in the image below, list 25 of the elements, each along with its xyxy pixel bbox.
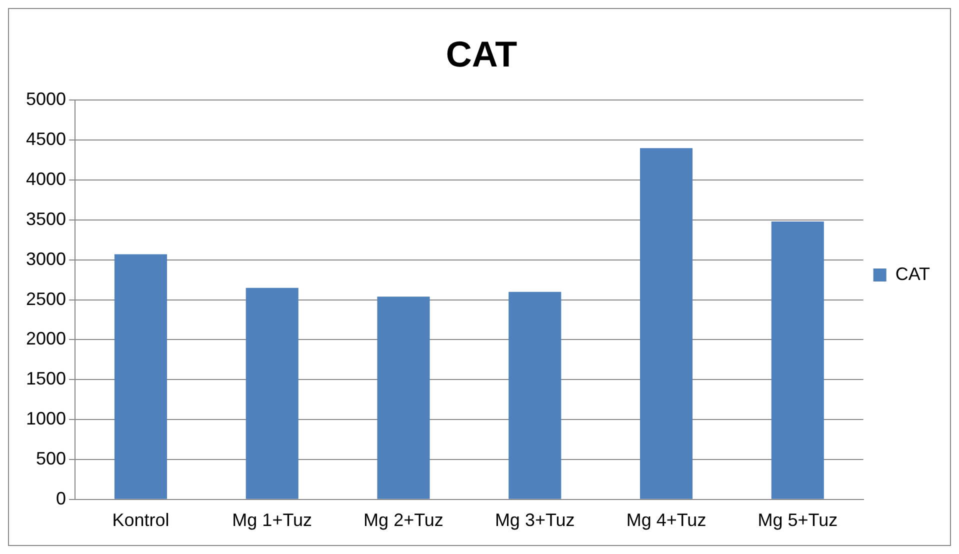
x-tick-label: Mg 4+Tuz <box>626 510 706 530</box>
y-tick-label: 1000 <box>26 408 66 429</box>
x-tick-label: Kontrol <box>112 510 170 530</box>
y-tick-label: 5000 <box>26 89 66 110</box>
y-tick-label: 1500 <box>26 368 66 389</box>
x-tick-label: Mg 5+Tuz <box>758 510 838 530</box>
bar <box>246 288 298 499</box>
bar <box>114 254 168 499</box>
x-tick-label: Mg 1+Tuz <box>232 510 312 530</box>
bar <box>377 296 430 499</box>
chart-title: CAT <box>446 34 518 75</box>
y-tick-label: 3000 <box>26 248 66 269</box>
bar <box>640 148 693 499</box>
y-tick-label: 3500 <box>26 208 66 229</box>
y-tick-label: 0 <box>56 488 66 508</box>
x-tick-label: Mg 3+Tuz <box>494 510 575 530</box>
bar <box>771 222 824 499</box>
bar <box>508 292 562 499</box>
x-tick-label: Mg 2+Tuz <box>364 510 444 530</box>
y-tick-label: 4000 <box>26 169 66 190</box>
legend-label: CAT <box>895 264 930 284</box>
y-tick-label: 2500 <box>26 288 66 309</box>
y-tick-label: 2000 <box>26 328 66 349</box>
y-tick-label: 4500 <box>26 129 66 150</box>
y-tick-label: 500 <box>36 448 66 468</box>
